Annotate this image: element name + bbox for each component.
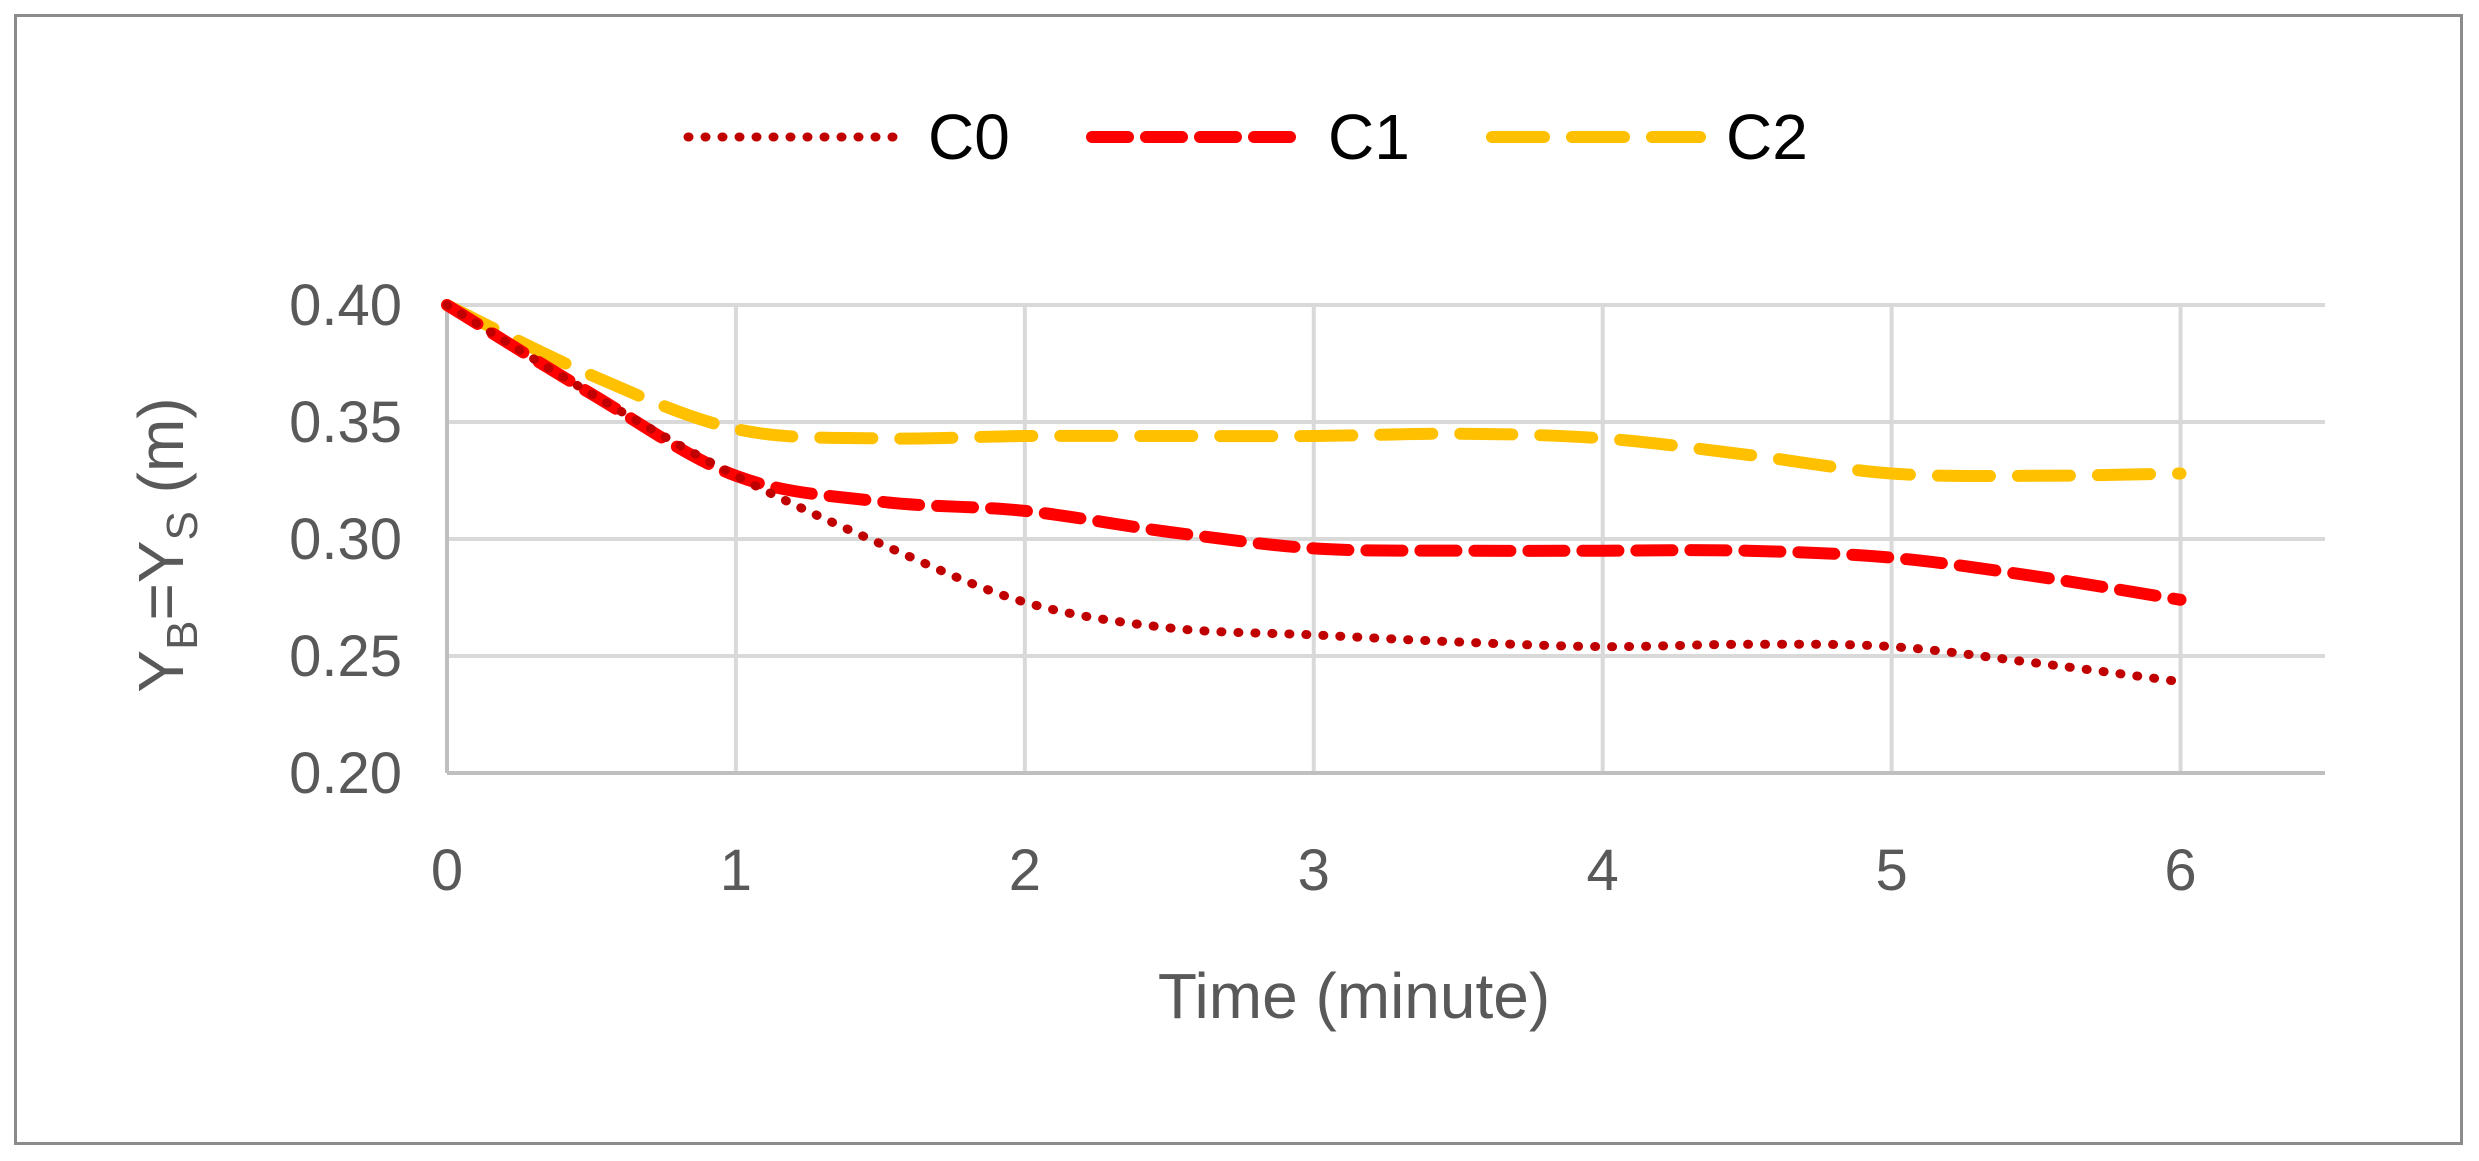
- series-layer: [441, 299, 2187, 687]
- y-tick-labels: 0.40 0.35 0.30 0.25 0.20: [289, 273, 402, 806]
- x-tick-label: 0: [431, 838, 463, 903]
- y-tick-label: 0.30: [289, 507, 402, 572]
- x-tick-label: 4: [1587, 838, 1619, 903]
- legend: C0 C1 C2: [683, 101, 1808, 173]
- legend-label-c0: C0: [928, 101, 1010, 173]
- x-tick-label: 6: [2164, 838, 2196, 903]
- x-tick-labels: 0 1 2 3 4 5 6: [431, 838, 2197, 903]
- chart-frame: [14, 14, 2463, 1145]
- x-tick-label: 5: [1875, 838, 1907, 903]
- y-tick-label: 0.40: [289, 273, 402, 338]
- series-line-c2: [441, 299, 2187, 482]
- y-tick-label: 0.20: [289, 741, 402, 806]
- legend-label-c1: C1: [1328, 101, 1410, 173]
- x-tick-label: 3: [1298, 838, 1330, 903]
- y-tick-label: 0.35: [289, 390, 402, 455]
- legend-label-c2: C2: [1726, 101, 1808, 173]
- x-axis-title: Time (minute): [1158, 960, 1550, 1032]
- x-tick-label: 1: [720, 838, 752, 903]
- series-line-c0: [442, 300, 2185, 687]
- y-axis-title: YB=YS (m): [125, 397, 207, 692]
- x-tick-label: 2: [1009, 838, 1041, 903]
- y-tick-label: 0.25: [289, 624, 402, 689]
- axes: [445, 305, 2325, 775]
- gridlines: [447, 303, 2325, 773]
